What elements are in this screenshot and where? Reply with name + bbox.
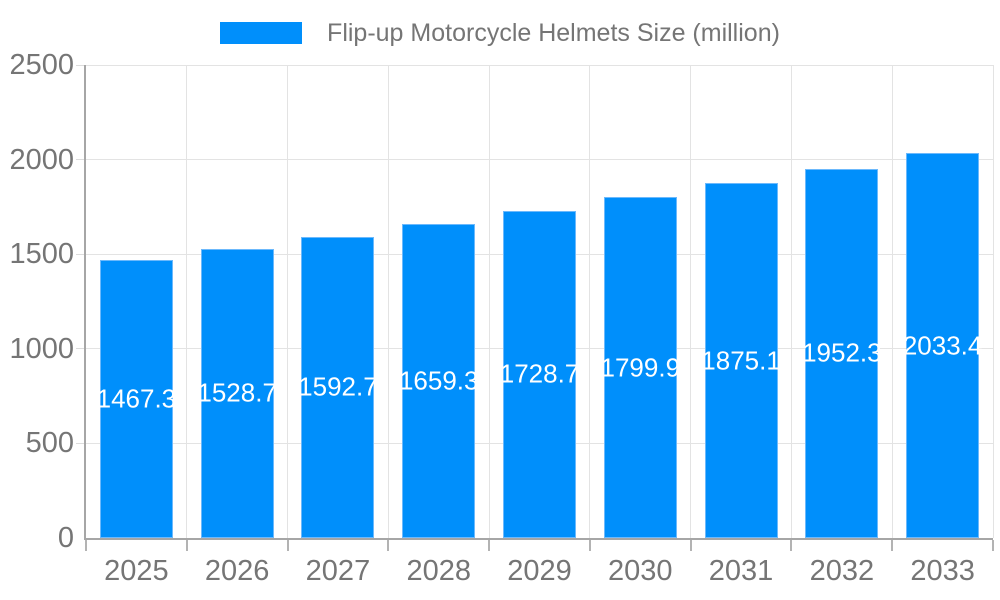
x-axis-tick	[387, 540, 390, 551]
x-axis-tick	[790, 540, 793, 551]
gridline-vertical	[992, 65, 994, 538]
bar-value-label: 1952.3	[802, 337, 882, 368]
x-axis-tick-label: 2031	[708, 555, 774, 587]
gridline-vertical	[891, 65, 893, 538]
plot-area: 1467.3 1528.7 1592.7 1659.3 1728.7 1799.9 1875…	[76, 64, 994, 540]
x-axis-tick	[488, 540, 491, 551]
y-axis-tick	[76, 442, 84, 444]
bar-value-label: 1875.1	[701, 345, 781, 376]
x-axis-tick-label: 2030	[608, 555, 673, 587]
x-axis-tick-label: 2029	[507, 555, 572, 587]
bar-value-label: 1799.9	[600, 352, 681, 383]
bar[interactable]: 1659.3	[399, 224, 478, 538]
y-axis-tick-label: 1500	[9, 238, 74, 271]
bar[interactable]: 1467.3	[97, 260, 176, 538]
y-axis-tick	[76, 64, 84, 66]
y-axis-tick	[76, 253, 84, 255]
bar-value-label: 1592.7	[298, 371, 378, 402]
x-axis-tick	[588, 540, 591, 551]
x-axis-tick	[85, 540, 87, 551]
x-axis-tick	[286, 540, 289, 551]
gridline-horizontal	[86, 64, 993, 66]
gridline-vertical	[589, 65, 591, 538]
gridline-vertical	[690, 65, 692, 538]
y-axis-tick	[76, 159, 84, 161]
bar[interactable]: 1528.7	[197, 248, 277, 538]
bar[interactable]: 1592.7	[298, 236, 378, 538]
bar[interactable]: 2033.4	[903, 153, 982, 538]
legend: Flip-up Motorcycle Helmets Size (million…	[0, 19, 1000, 47]
x-axis-tick	[689, 540, 692, 551]
bar-value-label: 1528.7	[197, 377, 277, 408]
gridline-vertical	[387, 65, 389, 538]
bar[interactable]: 1875.1	[701, 183, 781, 538]
x-axis-tick-label: 2025	[104, 555, 169, 587]
bar[interactable]: 1799.9	[601, 197, 680, 538]
bar-value-label: 1728.7	[499, 358, 580, 389]
x-axis-tick-label: 2032	[809, 555, 875, 587]
bar-value-label: 1659.3	[398, 365, 479, 396]
x-axis-tick-label: 2026	[204, 555, 270, 587]
y-axis-tick-label: 0	[57, 522, 74, 554]
bar[interactable]: 1952.3	[802, 168, 882, 538]
gridline-vertical	[287, 65, 289, 538]
y-axis-tick-label: 500	[25, 427, 74, 460]
x-axis-tick	[992, 540, 994, 551]
gridline-vertical	[790, 65, 792, 538]
y-axis-tick-label: 2500	[9, 49, 74, 81]
bar[interactable]: 1728.7	[500, 210, 579, 538]
gridline-horizontal	[86, 159, 993, 161]
gridline-vertical	[488, 65, 490, 538]
x-axis-tick-label: 2028	[406, 555, 471, 587]
y-axis-tick	[76, 348, 84, 350]
y-axis-tick-label: 1000	[9, 332, 74, 365]
legend-label: Flip-up Motorcycle Helmets Size (million…	[327, 19, 780, 47]
gridline-vertical	[186, 65, 188, 538]
y-axis-tick-label: 2000	[9, 143, 74, 176]
x-axis-tick-label: 2033	[910, 555, 975, 587]
x-axis-tick-label: 2027	[305, 555, 371, 587]
bar-value-label: 2033.4	[902, 330, 983, 361]
legend-item[interactable]: Flip-up Motorcycle Helmets Size (million…	[220, 19, 780, 47]
legend-swatch	[220, 22, 303, 44]
bar-value-label: 1467.3	[96, 383, 177, 414]
x-axis-tick	[891, 540, 894, 551]
x-axis-tick	[185, 540, 188, 551]
